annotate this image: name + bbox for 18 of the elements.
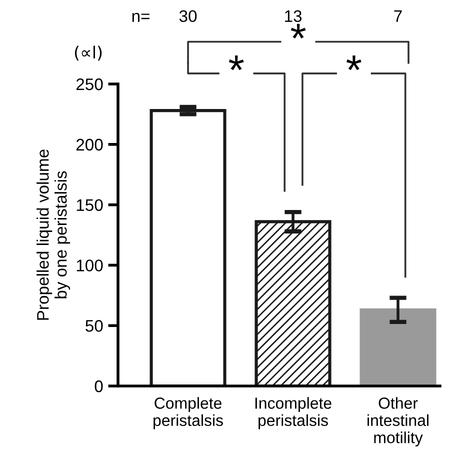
x-tick-label: Incomplete peristalsis	[255, 397, 332, 430]
y-tick-label: 0	[94, 380, 103, 392]
y-axis-title: Propelled liquid volume by one peristalsis	[36, 150, 70, 320]
text: 30	[179, 10, 197, 22]
x-tick-label: Other intestinal motility	[368, 397, 428, 446]
text: *	[228, 56, 244, 70]
x-tick-label: Complete peristalsis	[154, 397, 223, 430]
y-tick-label: 50	[86, 320, 103, 332]
text: *	[290, 24, 306, 38]
y-tick-label: 250	[76, 78, 103, 90]
text: *	[346, 56, 362, 70]
text: (∝l)	[74, 46, 102, 61]
y-tick-label: 200	[76, 138, 103, 151]
y-tick-label: 100	[76, 260, 103, 272]
text: 7	[394, 10, 402, 22]
text: n=	[132, 12, 150, 22]
y-tick-label: 150	[76, 199, 103, 212]
text: 13	[285, 10, 302, 22]
